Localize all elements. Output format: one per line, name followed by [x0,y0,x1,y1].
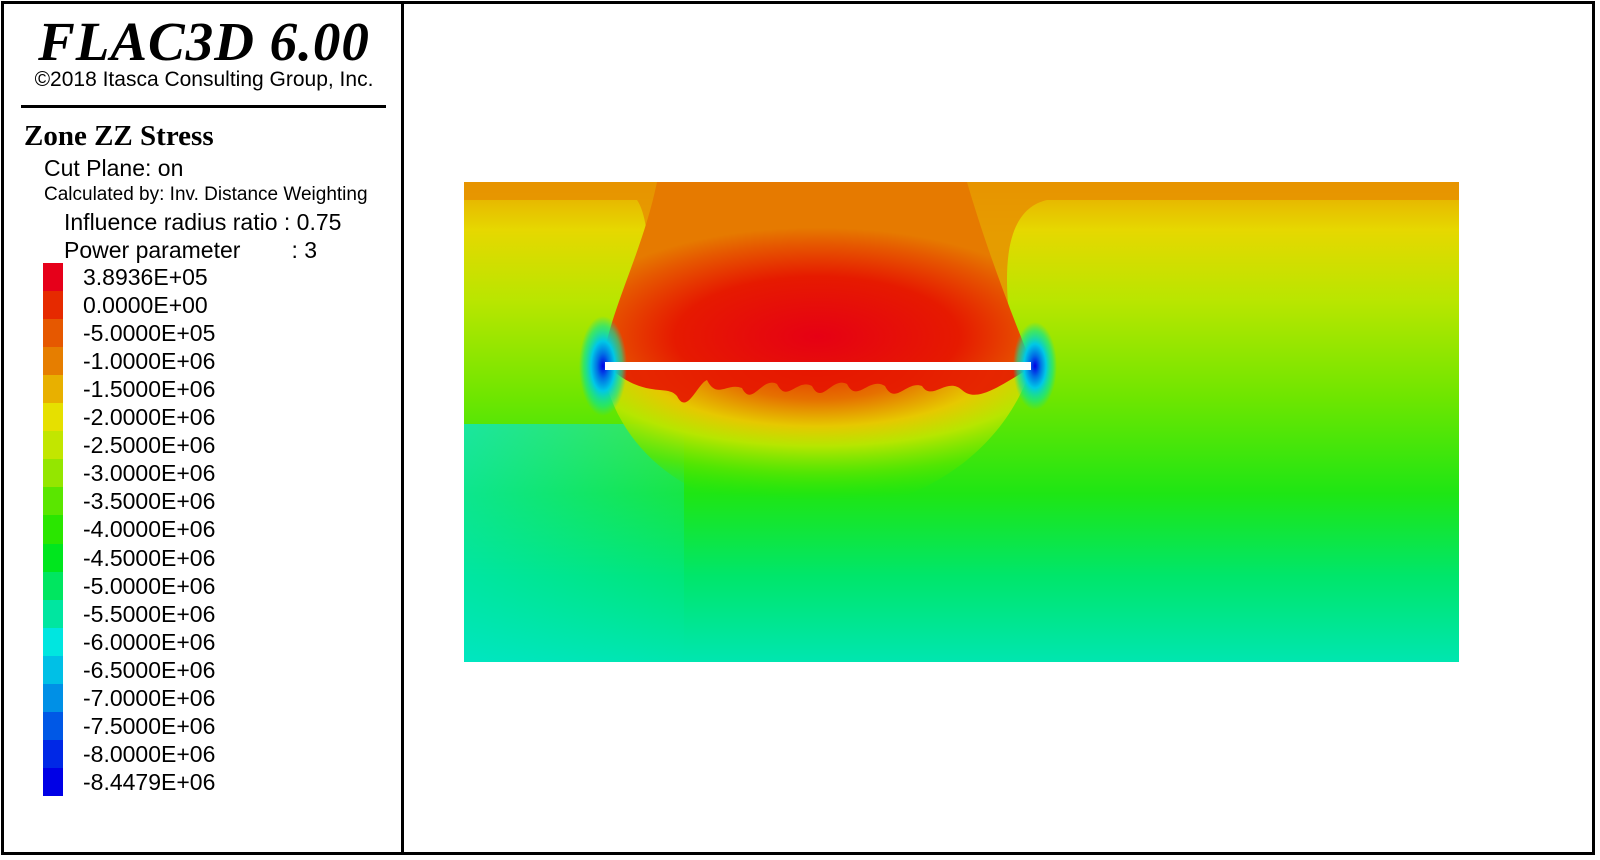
plot-title: Zone ZZ Stress [24,120,214,152]
legend-swatch [43,711,63,741]
legend-entry: -6.0000E+06 [43,627,383,657]
legend-entry: 0.0000E+00 [43,291,383,320]
legend-entry: -7.5000E+06 [43,711,383,741]
right-stress-concentration [1013,322,1057,410]
legend-swatch [43,431,63,460]
left-stress-concentration [579,316,627,416]
app-title: FLAC3D 6.00 [38,11,370,72]
legend-swatch [43,263,63,292]
contour-field [464,182,1459,662]
legend-entry: -5.5000E+06 [43,599,383,629]
legend-entry: -8.0000E+06 [43,739,383,769]
legend-entry: -4.0000E+06 [43,515,383,545]
stress-contour-plot[interactable] [407,4,1595,858]
legend-entry: -2.0000E+06 [43,403,383,432]
cut-plane-status: Cut Plane: on [44,155,184,181]
legend-entry: -2.5000E+06 [43,431,383,460]
legend-swatch [43,683,63,713]
legend-swatch [43,459,63,488]
legend-swatch [43,291,63,320]
excavation-opening [605,362,1031,370]
legend-panel: FLAC3D 6.00 ©2018 Itasca Consulting Grou… [4,4,404,852]
legend-label: -3.5000E+06 [83,488,216,515]
legend-entry: -4.5000E+06 [43,543,383,573]
legend-swatch [43,543,63,573]
legend-label: -5.0000E+06 [83,572,216,599]
failure-zone [612,370,1027,403]
legend-label: -6.5000E+06 [83,656,216,683]
arch-stress-zone [602,182,1032,364]
legend-label: -5.0000E+05 [83,320,216,347]
legend-label: -2.5000E+06 [83,432,216,459]
legend-label: -8.4479E+06 [83,768,216,795]
legend-swatch [43,403,63,432]
legend-label: -7.5000E+06 [83,712,216,739]
legend-label: -4.5000E+06 [83,544,216,571]
legend-label: -7.0000E+06 [83,684,216,711]
legend-swatch [43,487,63,516]
legend-entry: -5.0000E+06 [43,571,383,601]
legend-label: -4.0000E+06 [83,516,216,543]
legend-swatch [43,515,63,545]
model-viewport[interactable] [407,4,1592,852]
legend-entry: -8.4479E+06 [43,767,383,797]
left-bottom-zone [464,424,684,662]
legend-swatch [43,627,63,657]
legend-entry: -1.0000E+06 [43,347,383,376]
legend-label: -8.0000E+06 [83,740,216,767]
divider [21,105,386,108]
legend-entry: -5.0000E+05 [43,319,383,348]
legend-entry: -3.0000E+06 [43,459,383,488]
legend-swatch [43,767,63,797]
underfloor-stress-zone [602,366,1032,515]
legend-entry: -3.5000E+06 [43,487,383,516]
legend-swatch [43,655,63,685]
legend-swatch [43,319,63,348]
legend-swatch [43,571,63,601]
legend-swatch [43,599,63,629]
legend-label: -3.0000E+06 [83,460,216,487]
influence-radius-ratio: Influence radius ratio : 0.75 [64,209,342,235]
legend-label: -2.0000E+06 [83,404,216,431]
power-parameter: Power parameter : 3 [64,237,318,263]
legend-swatch [43,739,63,769]
calculation-method: Calculated by: Inv. Distance Weighting [44,184,368,205]
legend-label: -1.5000E+06 [83,376,216,403]
legend-swatch [43,375,63,404]
legend-entry: -6.5000E+06 [43,655,383,685]
legend-label: -5.5000E+06 [83,600,216,627]
legend-entry: 3.8936E+05 [43,263,383,292]
legend-entry: -1.5000E+06 [43,375,383,404]
legend-swatch [43,347,63,376]
legend-label: -1.0000E+06 [83,348,216,375]
legend-label: 3.8936E+05 [83,264,208,290]
legend-label: -6.0000E+06 [83,628,216,655]
legend-label: 0.0000E+00 [83,292,208,319]
copyright-text: ©2018 Itasca Consulting Group, Inc. [34,68,374,91]
legend-entry: -7.0000E+06 [43,683,383,713]
